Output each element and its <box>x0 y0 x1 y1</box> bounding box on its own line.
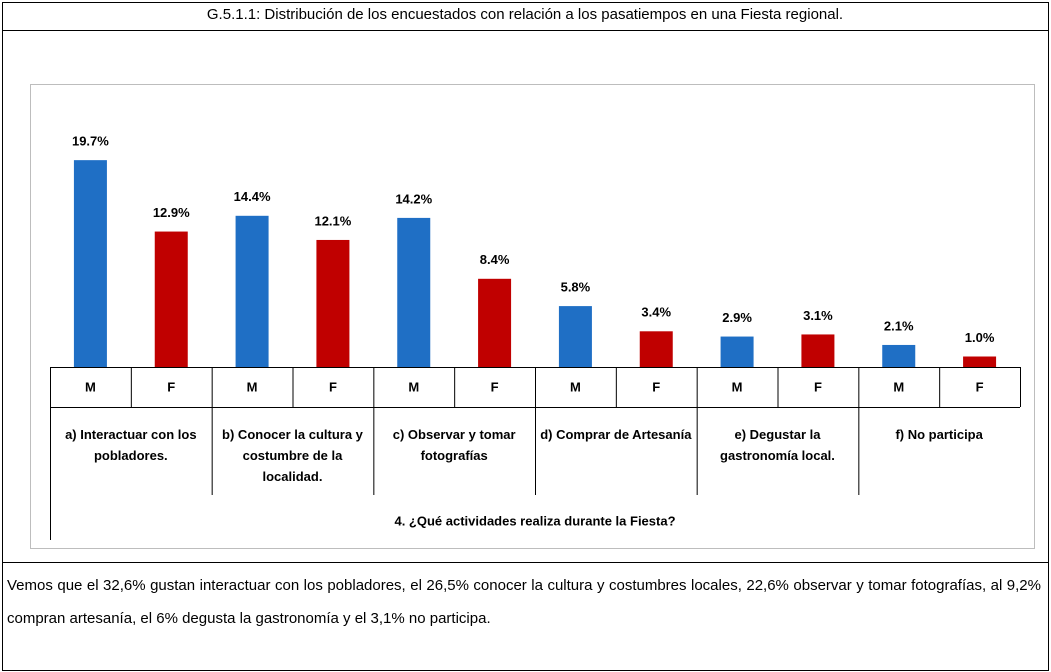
x-axis-title: 4. ¿Qué actividades realiza durante la F… <box>394 513 675 528</box>
bar <box>235 215 269 367</box>
value-label: 12.9% <box>153 205 190 220</box>
chart-area <box>30 84 1035 549</box>
value-label: 5.8% <box>561 280 591 295</box>
value-label: 19.7% <box>72 134 109 149</box>
bar <box>963 356 997 367</box>
sub-category-label: F <box>652 379 660 394</box>
sub-category-label: M <box>247 379 258 394</box>
bar <box>154 231 188 367</box>
value-label: 2.9% <box>722 310 752 325</box>
row-divider <box>2 562 1048 563</box>
sub-category-label: F <box>814 379 822 394</box>
bar <box>639 331 673 367</box>
bar <box>801 334 835 367</box>
paragraph: Vemos que el 32,6% gustan interactuar co… <box>7 577 1041 627</box>
bar <box>478 278 512 367</box>
value-label: 14.2% <box>395 191 432 206</box>
value-label: 1.0% <box>965 330 995 345</box>
value-label: 14.4% <box>234 189 271 204</box>
sub-category-label: F <box>491 379 499 394</box>
bar <box>73 160 107 367</box>
sub-category-label: M <box>85 379 96 394</box>
bar <box>316 239 350 367</box>
row-divider <box>2 30 1048 31</box>
bar <box>397 217 431 367</box>
sub-category-label: M <box>408 379 419 394</box>
value-label: 12.1% <box>314 213 351 228</box>
sub-category-label: F <box>976 379 984 394</box>
bar <box>558 306 592 367</box>
category-label: d) Comprar de Artesanía <box>540 427 692 442</box>
sub-category-label: F <box>329 379 337 394</box>
bar <box>720 336 754 367</box>
bar <box>882 344 916 367</box>
sub-category-label: M <box>570 379 581 394</box>
caption: G.5.1.1: Distribución de los encuestados… <box>206 6 844 23</box>
category-label: a) Interactuar con los pobladores. <box>65 427 197 463</box>
value-label: 3.1% <box>803 308 833 323</box>
category-label: c) Observar y tomar fotografías <box>392 427 516 463</box>
category-label: f) No participa <box>895 427 983 442</box>
value-label: 3.4% <box>641 305 671 320</box>
category-label: e) Degustar la gastronomía local. <box>720 427 835 463</box>
sub-category-label: M <box>893 379 904 394</box>
value-label: 8.4% <box>480 252 510 267</box>
sub-category-label: M <box>732 379 743 394</box>
sub-category-label: F <box>167 379 175 394</box>
category-label: b) Conocer la cultura y costumbre de la … <box>222 427 363 484</box>
value-label: 2.1% <box>884 318 914 333</box>
